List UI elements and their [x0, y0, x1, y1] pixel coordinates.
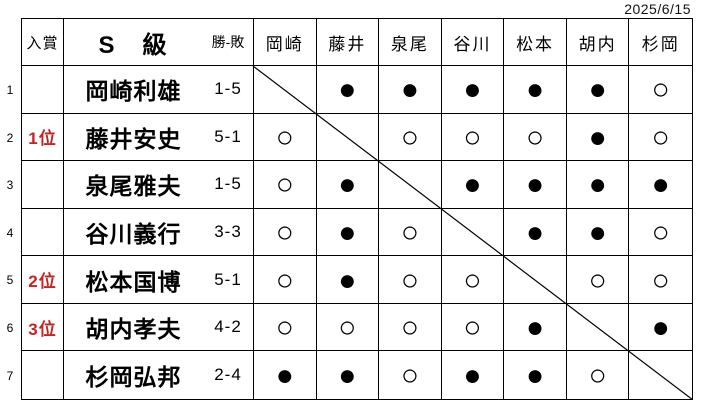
result-cell: ● [316, 208, 380, 257]
result-cell: ○ [379, 256, 442, 304]
result-cell: ● [441, 66, 505, 114]
row-number: 1 [6, 83, 14, 97]
class-title: S 級 [98, 31, 169, 59]
player-record: 1-5 [214, 174, 242, 194]
player-name: 胡内孝夫 [85, 316, 182, 343]
result-cell [254, 66, 317, 114]
result-cell: ● [504, 208, 567, 257]
result-cell: ○ [629, 209, 692, 257]
result-cell [566, 303, 630, 352]
result-cell: ● [316, 66, 380, 114]
player-cell: 杉岡弘邦 2-4 [64, 351, 254, 399]
result-cell: ● [504, 303, 567, 352]
player-record: 5-1 [214, 126, 242, 146]
result-cell: ● [441, 161, 505, 209]
date-label: 2025/6/15 [624, 1, 691, 17]
player-name: 岡崎利雄 [85, 78, 182, 105]
result-cell: ○ [566, 256, 630, 304]
result-cell: ○ [316, 303, 380, 352]
player-record: 3-3 [214, 221, 242, 241]
row-number: 7 [6, 369, 14, 383]
result-cell: ○ [254, 113, 317, 162]
result-cell: ● [442, 351, 505, 399]
result-cell: ● [254, 351, 317, 399]
prize-cell: 3位 [22, 303, 64, 352]
header-opponent: 杉岡 [629, 19, 692, 66]
row-number: 2 [6, 131, 14, 145]
result-cell: ● [566, 66, 630, 114]
result-cell: ○ [254, 208, 317, 257]
player-record: 2-4 [214, 365, 242, 385]
header-opponent: 谷川 [441, 19, 505, 66]
result-cell: ● [629, 304, 692, 352]
header-opponent: 胡内 [566, 19, 630, 66]
result-cell: ○ [567, 351, 630, 399]
player-name: 泉尾雅夫 [85, 173, 182, 200]
record-column-label: 勝-敗 [211, 34, 245, 50]
result-cell: ○ [629, 114, 692, 162]
result-cell: ● [316, 256, 380, 304]
header-class-cell: S 級 勝-敗 [64, 19, 254, 66]
prize-cell [22, 161, 64, 209]
results-table: 入賞 S 級 勝-敗 岡崎 藤井 泉尾 谷川 松本 胡内 杉岡 岡崎利雄 1-5… [21, 18, 693, 400]
player-record: 1-5 [214, 79, 242, 99]
header-opponent: 泉尾 [379, 19, 442, 66]
player-cell: 藤井安史 5-1 [64, 113, 254, 162]
result-cell: ○ [254, 256, 317, 304]
header-opponent: 岡崎 [254, 19, 317, 66]
prize-cell [22, 351, 64, 399]
player-name: 谷川義行 [85, 220, 182, 247]
result-cell: ○ [629, 256, 692, 304]
result-cell: ● [504, 66, 567, 114]
result-cell: ● [316, 161, 380, 209]
player-name: 松本国博 [85, 268, 182, 295]
player-record: 4-2 [214, 317, 242, 337]
result-cell: ● [566, 113, 630, 162]
result-cell [379, 161, 442, 209]
header-opponent: 松本 [504, 19, 567, 66]
player-cell: 岡崎利雄 1-5 [64, 66, 254, 114]
result-cell: ○ [254, 303, 317, 352]
row-number: 5 [6, 273, 14, 287]
result-cell: ○ [254, 161, 317, 209]
row-number: 6 [6, 321, 14, 335]
header-prize: 入賞 [22, 19, 64, 66]
row-number: 4 [6, 226, 14, 240]
result-cell: ○ [379, 303, 442, 352]
result-cell: ● [566, 161, 630, 209]
result-cell: ○ [379, 113, 442, 162]
result-cell: ● [504, 351, 567, 399]
result-cell [441, 208, 505, 257]
result-cell: ○ [379, 351, 442, 399]
result-cell: ● [504, 161, 567, 209]
result-cell: ● [317, 351, 380, 399]
prize-cell [22, 208, 64, 257]
player-record: 5-1 [214, 269, 242, 289]
prize-cell: 1位 [22, 113, 64, 162]
player-name: 杉岡弘邦 [85, 364, 182, 391]
result-cell: ● [566, 208, 630, 257]
result-cell [316, 113, 380, 162]
result-cell: ○ [629, 66, 692, 114]
result-cell [504, 256, 567, 304]
result-cell: ○ [441, 303, 505, 352]
player-cell: 谷川義行 3-3 [64, 208, 254, 257]
row-number: 3 [6, 178, 14, 192]
player-cell: 松本国博 5-1 [64, 256, 254, 304]
prize-cell [22, 66, 64, 114]
result-cell: ○ [504, 113, 567, 162]
result-cell: ● [379, 66, 442, 114]
result-cell: ○ [441, 256, 505, 304]
player-cell: 胡内孝夫 4-2 [64, 303, 254, 352]
result-cell: ● [629, 161, 692, 209]
result-cell: ○ [379, 208, 442, 257]
player-cell: 泉尾雅夫 1-5 [64, 161, 254, 209]
result-cell: ○ [441, 113, 505, 162]
header-opponent: 藤井 [316, 19, 380, 66]
result-cell [629, 351, 692, 399]
player-name: 藤井安史 [85, 125, 182, 152]
prize-cell: 2位 [22, 256, 64, 304]
